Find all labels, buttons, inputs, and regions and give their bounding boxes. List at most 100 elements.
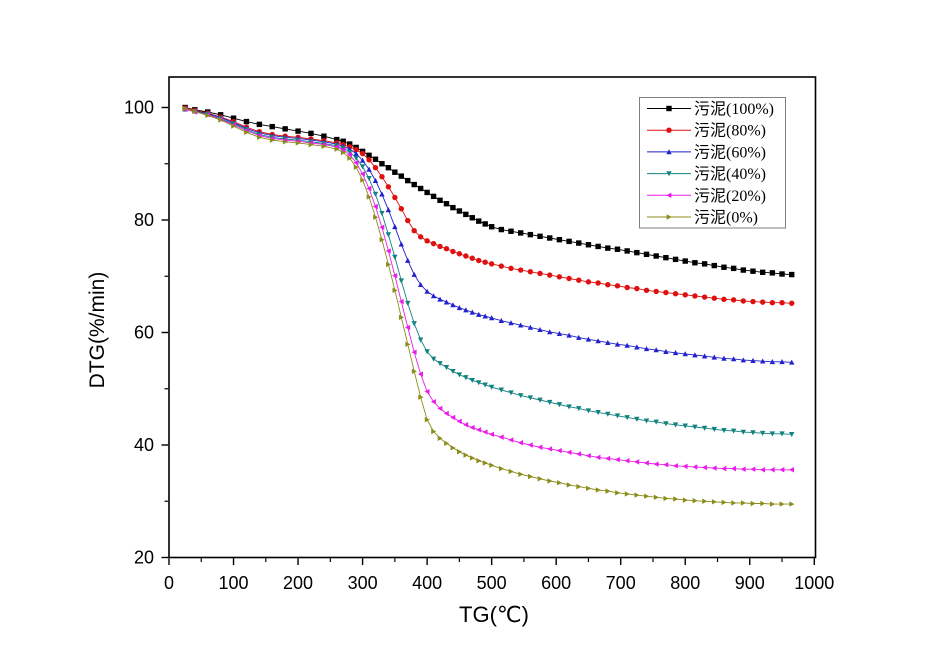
marker-triangle-left [398, 298, 404, 305]
marker-triangle-right [702, 498, 708, 504]
marker-triangle-right [566, 482, 572, 488]
marker-circle [759, 299, 766, 305]
marker-square [779, 271, 785, 277]
marker-triangle-up [359, 157, 366, 163]
marker-square [392, 169, 398, 175]
marker-triangle-left [789, 467, 795, 473]
marker-triangle-right [457, 449, 463, 455]
marker-square [463, 211, 469, 218]
marker-triangle-right [360, 177, 366, 183]
marker-triangle-left [605, 455, 611, 462]
marker-triangle-left [417, 371, 424, 377]
x-axis-title: TG(℃) [459, 602, 529, 627]
marker-triangle-left [527, 442, 533, 448]
marker-triangle-down [663, 421, 669, 427]
marker-circle [614, 283, 621, 289]
marker-triangle-up [769, 359, 776, 365]
marker-square [450, 204, 456, 211]
marker-triangle-up [508, 320, 514, 326]
x-tick-label: 300 [348, 573, 378, 593]
marker-square [398, 173, 405, 179]
marker-square [385, 164, 392, 171]
marker-square [269, 123, 275, 130]
x-tick-label: 0 [164, 573, 174, 593]
marker-triangle-up [392, 224, 398, 230]
marker-triangle-down [711, 426, 717, 432]
marker-square [282, 126, 288, 132]
marker-triangle-up [411, 271, 417, 277]
marker-triangle-down [385, 232, 392, 238]
marker-square [692, 260, 698, 266]
y-tick-label: 20 [134, 548, 154, 568]
marker-circle [417, 234, 424, 240]
marker-circle [576, 277, 582, 283]
marker-triangle-right [256, 134, 263, 141]
marker-triangle-up [566, 332, 572, 338]
marker-triangle-right [721, 499, 727, 506]
marker-triangle-down [576, 406, 582, 412]
marker-triangle-left [379, 224, 385, 231]
marker-circle [547, 272, 553, 278]
marker-triangle-left [366, 185, 372, 192]
marker-triangle-up [379, 191, 385, 197]
marker-triangle-left [576, 451, 582, 457]
marker-triangle-down [346, 149, 353, 155]
y-axis-title: DTG(%/min) [86, 271, 109, 389]
marker-triangle-down [779, 431, 785, 437]
marker-triangle-down [498, 387, 505, 393]
marker-triangle-left [405, 324, 411, 331]
marker-triangle-left [547, 446, 553, 452]
y-tick-label: 40 [134, 435, 154, 455]
marker-square [346, 141, 353, 147]
marker-circle [585, 279, 592, 285]
marker-square [372, 156, 379, 162]
marker-triangle-up [398, 241, 405, 247]
marker-triangle-left [437, 405, 443, 412]
marker-triangle-down [437, 361, 443, 367]
marker-square [759, 269, 766, 276]
marker-square [379, 161, 385, 167]
marker-triangle-right [576, 483, 582, 490]
marker-triangle-left [624, 458, 630, 464]
marker-triangle-down [508, 390, 514, 396]
marker-triangle-down [476, 380, 482, 386]
marker-circle [366, 157, 372, 163]
marker-triangle-left [721, 465, 727, 472]
marker-square [405, 177, 411, 184]
marker-square [527, 231, 534, 238]
marker-circle [424, 238, 430, 244]
marker-square [430, 193, 437, 200]
marker-triangle-right [340, 149, 346, 156]
marker-triangle-right [498, 465, 505, 472]
marker-circle [456, 251, 463, 257]
marker-triangle-right [321, 143, 327, 150]
marker-triangle-left [392, 272, 398, 279]
marker-triangle-down [353, 155, 359, 161]
marker-triangle-up [634, 344, 640, 350]
marker-triangle-right [750, 500, 756, 507]
marker-triangle-down [517, 393, 524, 399]
marker-triangle-up [547, 329, 553, 335]
marker-triangle-left [759, 467, 766, 473]
marker-triangle-left [750, 466, 756, 472]
marker-triangle-right [547, 478, 553, 484]
marker-triangle-down [469, 377, 475, 384]
marker-triangle-left [456, 418, 462, 425]
marker-triangle-left [779, 467, 785, 473]
marker-triangle-up [385, 207, 392, 213]
marker-triangle-right [444, 440, 450, 447]
marker-triangle-down [721, 428, 727, 434]
marker-triangle-up [424, 288, 430, 294]
marker-circle [672, 290, 679, 297]
marker-triangle-down [701, 425, 708, 431]
marker-triangle-down [450, 368, 456, 375]
marker-circle [740, 298, 747, 304]
marker-triangle-down [750, 430, 756, 436]
marker-triangle-right [634, 492, 640, 498]
marker-square [437, 197, 443, 204]
marker-triangle-up [517, 322, 524, 328]
marker-square [740, 267, 747, 273]
marker-triangle-right [205, 112, 211, 119]
marker-triangle-left [634, 459, 640, 465]
marker-triangle-up [653, 347, 659, 353]
